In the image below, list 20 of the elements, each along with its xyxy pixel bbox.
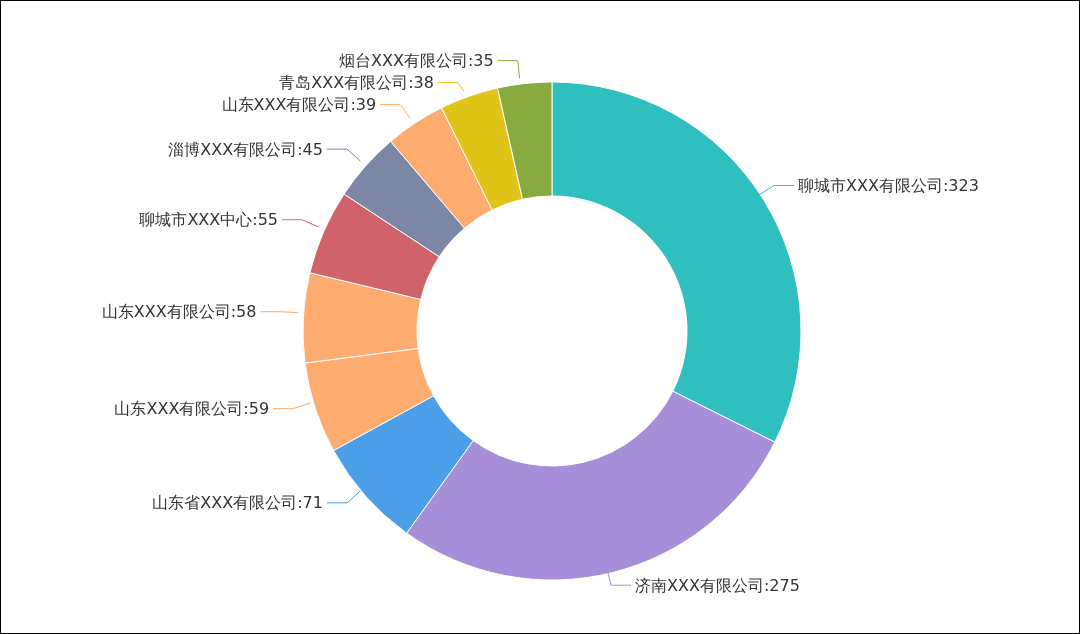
slice-label: 淄博XXX有限公司 (168, 139, 298, 159)
slice-label: 山东XXX有限公司 (114, 399, 244, 419)
data-label: :45 (297, 139, 323, 159)
slice-label: 山东XXX有限公司 (221, 95, 351, 115)
slice-label: 聊城市XXX有限公司 (798, 176, 943, 196)
slice-label: 山东XXX有限公司 (101, 302, 231, 322)
data-label: :35 (467, 51, 494, 71)
data-label: :58 (230, 302, 257, 322)
data-label: :71 (297, 493, 323, 513)
slice-label: 青岛XXX有限公司 (279, 73, 409, 93)
data-label: :38 (408, 73, 434, 93)
data-label: :55 (252, 210, 279, 230)
slice-label: 济南XXX有限公司 (635, 575, 764, 595)
data-label: :323 (942, 176, 979, 196)
data-label: :59 (243, 399, 270, 419)
slice-label: 聊城市XXX中心 (139, 210, 253, 230)
slice-label: 烟台XXX有限公司 (339, 51, 468, 71)
data-label: :39 (350, 95, 377, 115)
slice-label: 山东省XXX有限公司 (152, 493, 298, 513)
data-label: :275 (763, 575, 800, 595)
